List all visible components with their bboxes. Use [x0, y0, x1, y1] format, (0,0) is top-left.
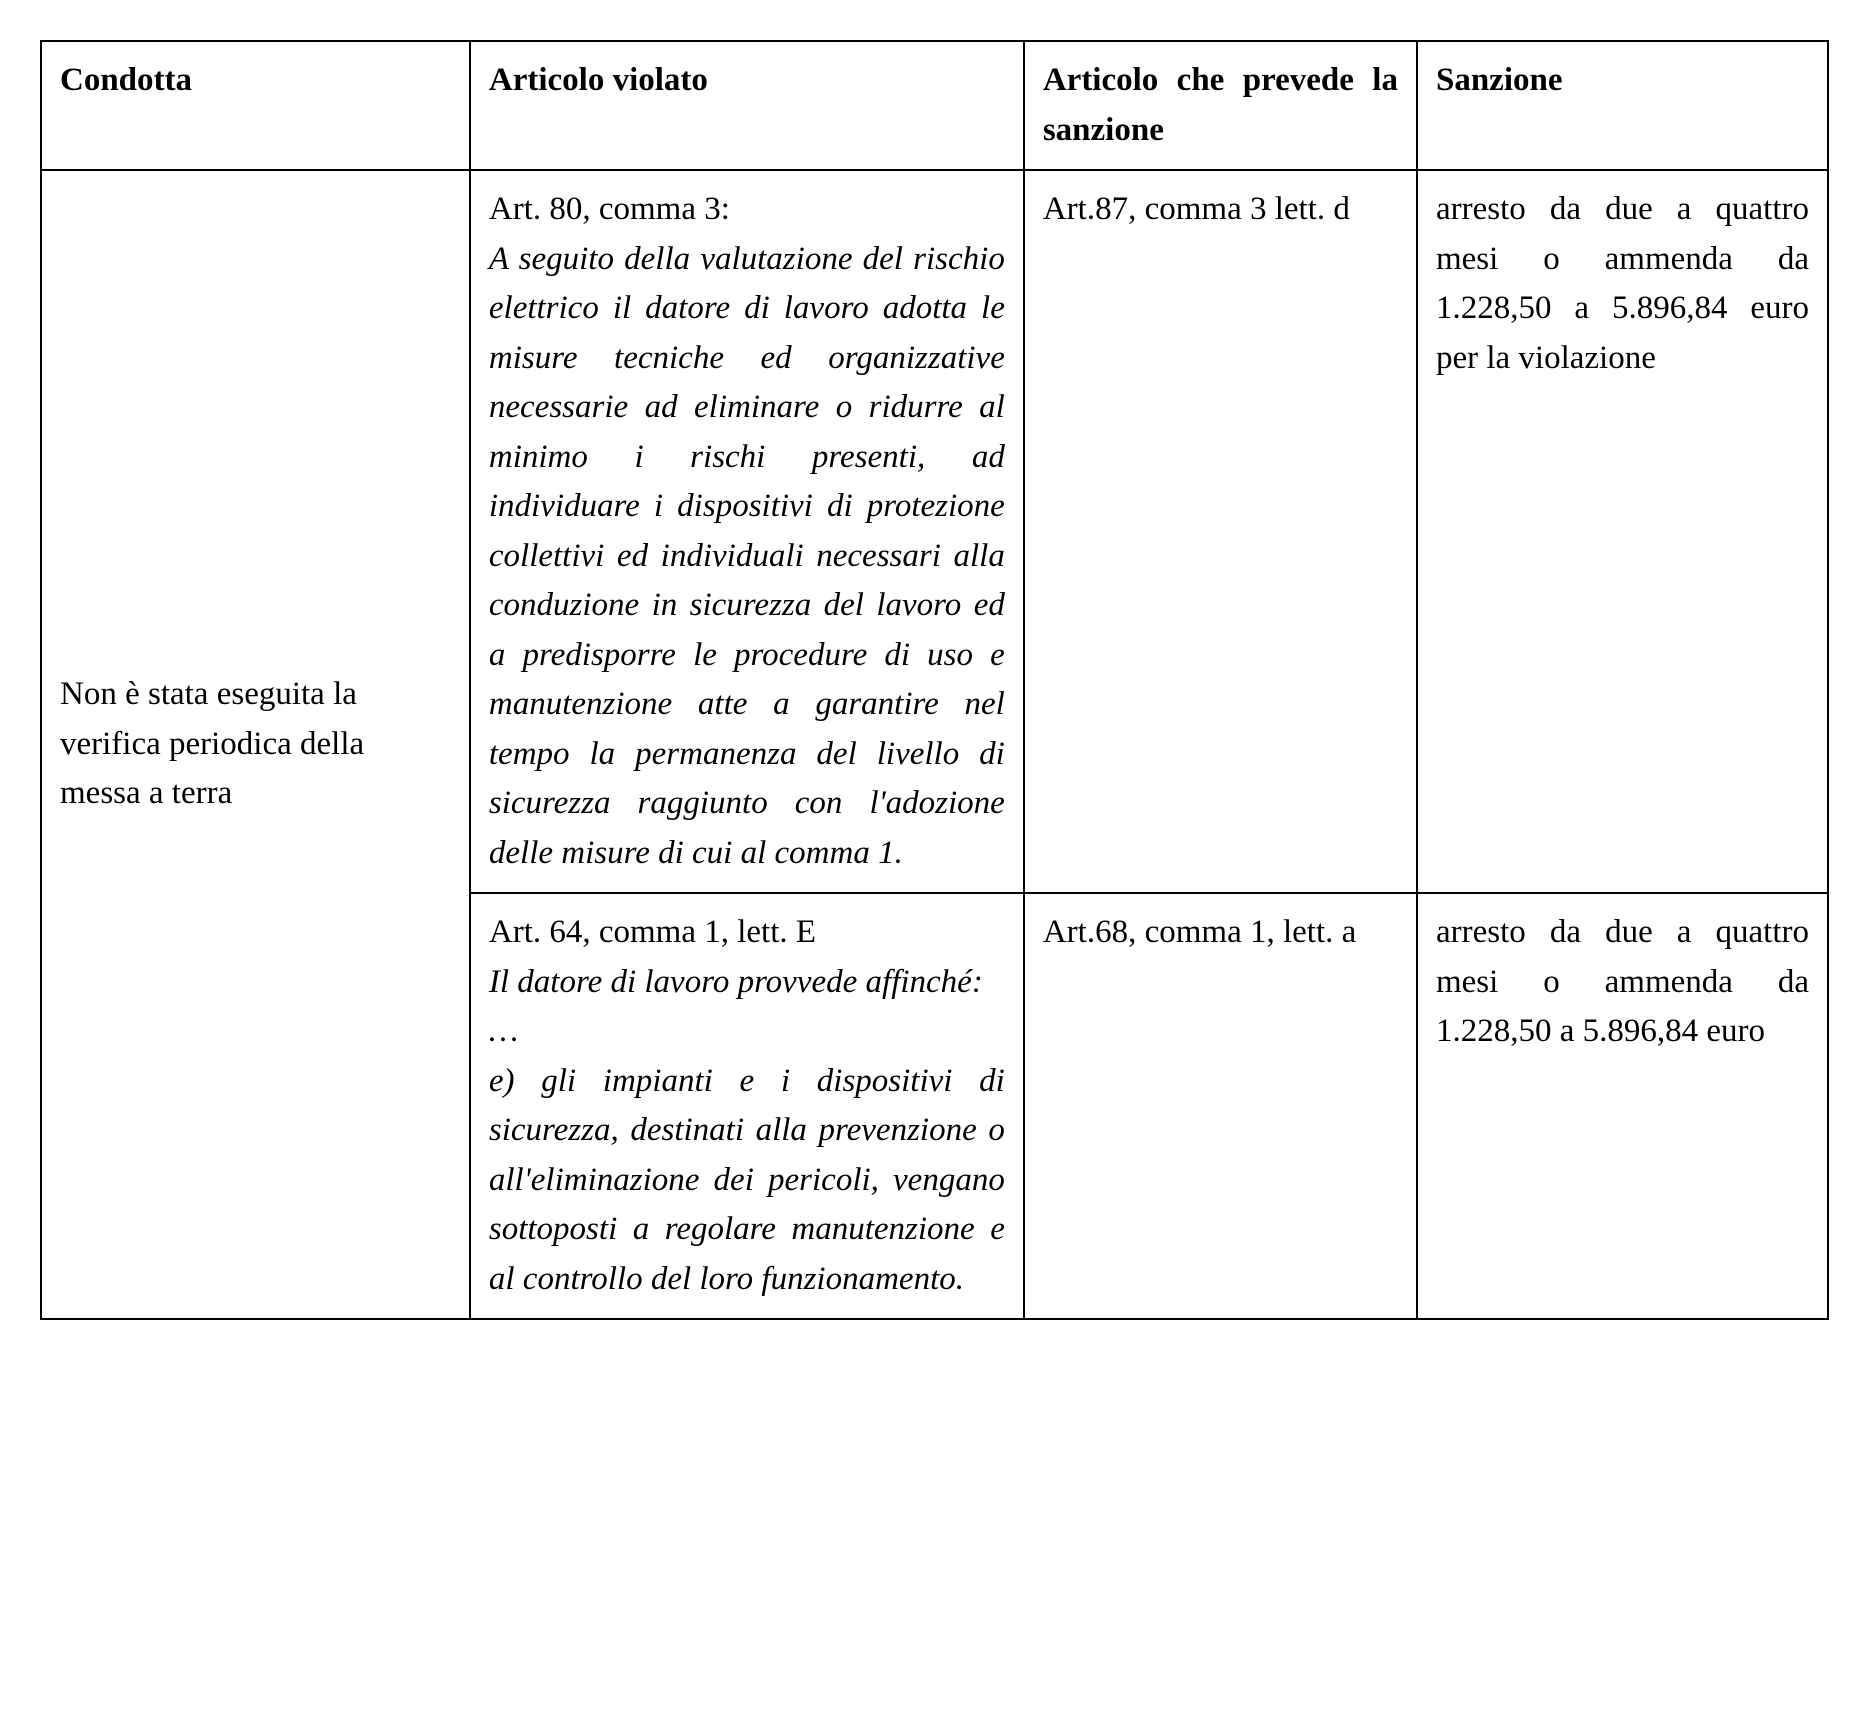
sanctions-table: Condotta Articolo violato Articolo che p…: [40, 40, 1829, 1320]
cell-articolo-sanzione: Art.87, comma 3 lett. d: [1024, 170, 1417, 893]
cell-articolo-violato: Art. 80, comma 3: A seguito della valuta…: [470, 170, 1024, 893]
cell-articolo-sanzione: Art.68, comma 1, lett. a: [1024, 893, 1417, 1319]
violato-head: Art. 80, comma 3:: [489, 191, 730, 227]
violato-ellipsis: …: [489, 1013, 518, 1049]
cell-condotta: Non è stata eseguita la verifica periodi…: [41, 170, 470, 1319]
violato-body: A seguito della valutazione del rischio …: [489, 241, 1005, 871]
table-row: Non è stata eseguita la verifica periodi…: [41, 170, 1828, 893]
violato-intro: Il datore di lavoro provvede affinché:: [489, 964, 983, 1000]
cell-sanzione: arresto da due a quattro mesi o ammenda …: [1417, 170, 1828, 893]
header-sanzione: Sanzione: [1417, 41, 1828, 170]
header-condotta: Condotta: [41, 41, 470, 170]
cell-sanzione: arresto da due a quattro mesi o ammenda …: [1417, 893, 1828, 1319]
violato-head: Art. 64, comma 1, lett. E: [489, 914, 816, 950]
violato-body: e) gli impianti e i dispositivi di sicur…: [489, 1063, 1005, 1297]
header-articolo-sanzione: Articolo che prevede la sanzione: [1024, 41, 1417, 170]
cell-articolo-violato: Art. 64, comma 1, lett. E Il datore di l…: [470, 893, 1024, 1319]
table-header-row: Condotta Articolo violato Articolo che p…: [41, 41, 1828, 170]
header-articolo-violato: Articolo violato: [470, 41, 1024, 170]
condotta-text: Non è stata eseguita la verifica periodi…: [60, 676, 364, 811]
